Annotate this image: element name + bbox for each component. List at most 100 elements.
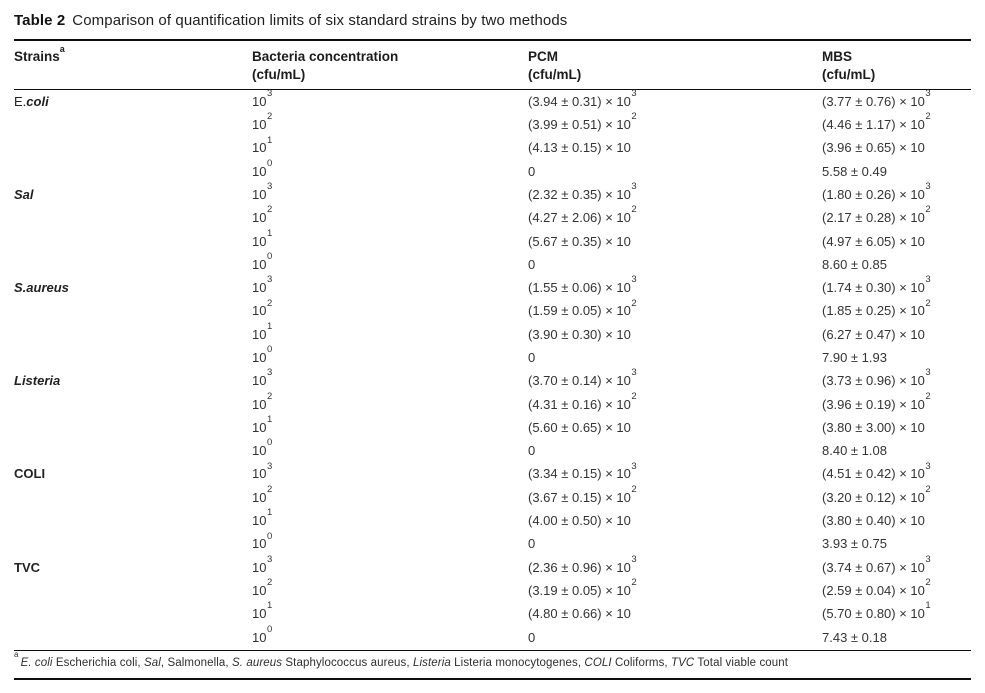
table-header: Strainsa Bacteria concentration (cfu/mL)… (14, 39, 971, 91)
data-table: Strainsa Bacteria concentration (cfu/mL)… (14, 39, 971, 649)
pcm-value: (3.94 ± 0.31) × 103 (528, 88, 637, 109)
strain-spacer (14, 392, 252, 415)
concentration-value: 100 (252, 157, 273, 179)
table-row: 102 (3.99 ± 0.51) × 102 (4.46 ± 1.17) × 10… (14, 111, 971, 136)
concentration-value: 100 (252, 437, 273, 459)
strain-spacer (14, 229, 252, 252)
concentration-value: 103 (252, 460, 273, 482)
mbs-value: (1.74 ± 0.30) × 103 (822, 274, 931, 296)
mbs-value: (1.85 ± 0.25) × 102 (822, 297, 931, 319)
pcm-value: 0 (528, 163, 536, 179)
pcm-value: (4.80 ± 0.66) × 10 (528, 606, 631, 622)
table-footnote: aE. coli Escherichia coli, Sal, Salmonel… (14, 649, 971, 680)
strain-spacer (14, 323, 252, 346)
pcm-value: 0 (528, 536, 536, 552)
concentration-value: 101 (252, 227, 273, 249)
pcm-value: 0 (528, 443, 536, 459)
strain-spacer (14, 253, 252, 276)
strain-spacer (14, 532, 252, 555)
table-row: 100 0 7.90 ± 1.93 (14, 344, 971, 369)
table-caption: Table 2 Comparison of quantification limi… (14, 12, 971, 29)
mbs-value: 5.58 ± 0.49 (822, 163, 887, 179)
table-label: Table 2 (14, 12, 66, 29)
strain-spacer (14, 206, 252, 229)
table-row: 101 (3.90 ± 0.30) × 10 (6.27 ± 0.47) × 10 (14, 320, 971, 346)
pcm-value: (5.60 ± 0.65) × 10 (528, 419, 631, 435)
strain-label: S.aureus (14, 280, 69, 296)
table-row: 101 (5.67 ± 0.35) × 10 (4.97 ± 6.05) × 10 (14, 227, 971, 252)
pcm-value: 0 (528, 256, 536, 272)
concentration-value: 100 (252, 623, 273, 645)
table-row: 102 (3.19 ± 0.05) × 102 (2.59 ± 0.04) × 10… (14, 577, 971, 602)
table-row: 100 0 7.43 ± 0.18 (14, 623, 971, 648)
strain-spacer (14, 579, 252, 602)
pcm-value: (4.31 ± 0.16) × 102 (528, 390, 637, 412)
strain-spacer (14, 486, 252, 509)
strain-spacer (14, 625, 252, 648)
pcm-value: (4.00 ± 0.50) × 10 (528, 513, 631, 529)
strain-label: Listeria (14, 373, 61, 389)
strain-label: COLI (14, 466, 46, 482)
concentration-value: 102 (252, 390, 273, 412)
concentration-value: 100 (252, 250, 273, 272)
mbs-value: (6.27 ± 0.47) × 10 (822, 326, 925, 342)
pcm-value: (3.34 ± 0.15) × 103 (528, 460, 637, 482)
pcm-value: (1.55 ± 0.06) × 103 (528, 274, 637, 296)
table-row: 102 (3.67 ± 0.15) × 102 (3.20 ± 0.12) × 10… (14, 483, 971, 509)
concentration-value: 103 (252, 553, 273, 575)
strain-spacer (14, 136, 252, 159)
pcm-value: (4.27 ± 2.06) × 102 (528, 204, 637, 226)
concentration-value: 101 (252, 134, 273, 156)
table-row: 100 0 8.40 ± 1.08 (14, 437, 971, 462)
table-row: Listeria 103 (3.70 ± 0.14) × 103 (3.73 ± 0.… (14, 367, 971, 392)
strain-label: TVC (14, 559, 40, 575)
table-row: TVC 103 (2.36 ± 0.96) × 103 (3.74 ± 0.67) ×… (14, 553, 971, 579)
strain-spacer (14, 602, 252, 625)
concentration-value: 102 (252, 483, 273, 505)
table-row: 102 (1.59 ± 0.05) × 102 (1.85 ± 0.25) × 10… (14, 297, 971, 322)
concentration-value: 101 (252, 320, 273, 342)
pcm-value: (3.19 ± 0.05) × 102 (528, 577, 637, 598)
mbs-value: 7.43 ± 0.18 (822, 629, 887, 645)
mbs-value: (1.80 ± 0.26) × 103 (822, 181, 931, 202)
mbs-value: (2.59 ± 0.04) × 102 (822, 577, 931, 598)
pcm-value: (3.90 ± 0.30) × 10 (528, 326, 631, 342)
pcm-value: (3.70 ± 0.14) × 103 (528, 367, 637, 389)
table-row: 101 (4.13 ± 0.15) × 10 (3.96 ± 0.65) × 10 (14, 134, 971, 159)
mbs-value: (5.70 ± 0.80) × 101 (822, 600, 931, 622)
table-row: COLI 103 (3.34 ± 0.15) × 103 (4.51 ± 0.42) … (14, 460, 971, 485)
table-row: 100 0 5.58 ± 0.49 (14, 159, 971, 182)
mbs-value: (4.46 ± 1.17) × 102 (822, 111, 931, 133)
concentration-value: 101 (252, 507, 273, 529)
concentration-value: 100 (252, 344, 273, 365)
mbs-value: (4.51 ± 0.42) × 103 (822, 460, 931, 482)
table-row: 100 0 3.93 ± 0.75 (14, 531, 971, 555)
pcm-value: (3.67 ± 0.15) × 102 (528, 483, 637, 505)
concentration-value: 102 (252, 111, 273, 133)
table-row: E.coli 103 (3.94 ± 0.31) × 103 (3.77 ± 0.76… (14, 88, 971, 113)
mbs-value: 7.90 ± 1.93 (822, 350, 887, 365)
pcm-value: (3.99 ± 0.51) × 102 (528, 111, 637, 133)
mbs-value: (3.74 ± 0.67) × 103 (822, 553, 931, 575)
table-row: 101 (4.80 ± 0.66) × 10 (5.70 ± 0.80) × 101 (14, 600, 971, 625)
table-row: Sal 103 (2.32 ± 0.35) × 103 (1.80 ± 0.26) ×… (14, 181, 971, 206)
footnote-marker: a (59, 43, 65, 54)
column-header-strains: Strainsa (14, 39, 252, 91)
concentration-value: 101 (252, 414, 273, 435)
mbs-value: 8.40 ± 1.08 (822, 443, 887, 459)
concentration-value: 102 (252, 204, 273, 226)
table-row: S.aureus 103 (1.55 ± 0.06) × 103 (1.74 ± 0.… (14, 274, 971, 299)
table-row: 101 (5.60 ± 0.65) × 10 (3.80 ± 3.00) × 10 (14, 414, 971, 439)
pcm-value: (2.36 ± 0.96) × 103 (528, 553, 637, 575)
pcm-value: (5.67 ± 0.35) × 10 (528, 233, 631, 249)
concentration-value: 103 (252, 274, 273, 296)
pcm-value: 0 (528, 629, 536, 645)
strain-label: E.coli (14, 93, 49, 109)
strain-spacer (14, 159, 252, 182)
mbs-value: (3.20 ± 0.12) × 102 (822, 483, 931, 505)
strain-spacer (14, 439, 252, 462)
table-row: 101 (4.00 ± 0.50) × 10 (3.80 ± 0.40) × 10 (14, 507, 971, 532)
strain-spacer (14, 346, 252, 369)
strain-label: Sal (14, 186, 34, 202)
